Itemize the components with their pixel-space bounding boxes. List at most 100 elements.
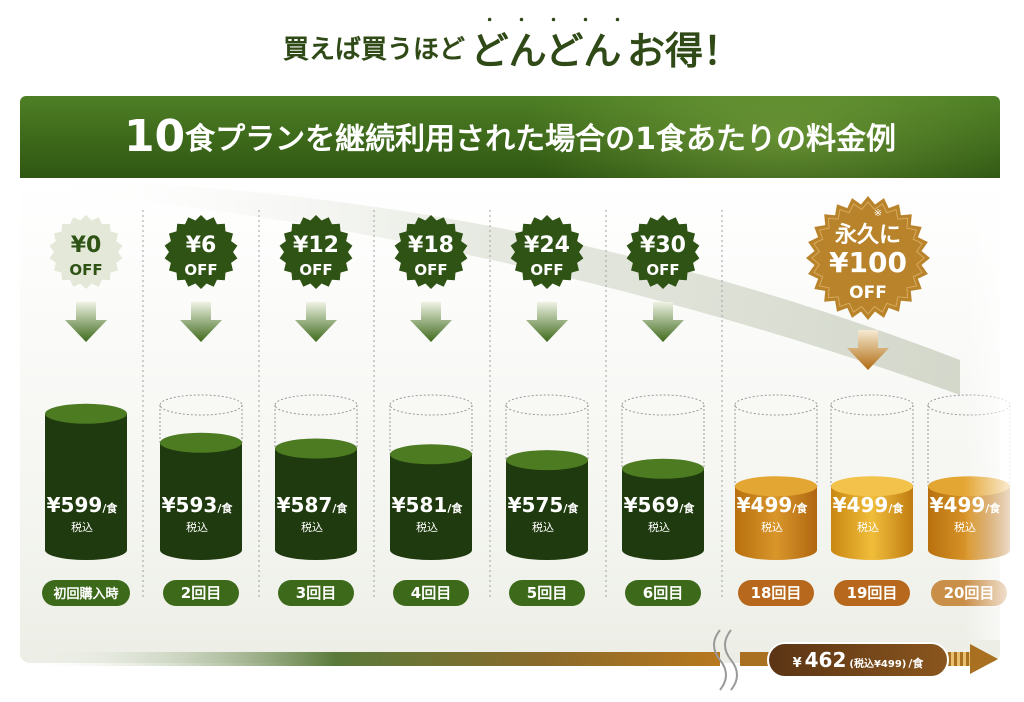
price-value: ¥575 — [508, 493, 564, 517]
cylinder-body — [831, 486, 913, 560]
visit-label: 6回目 — [643, 584, 683, 602]
price-label: ¥593/食 — [162, 493, 234, 517]
discount-badge — [164, 215, 238, 289]
cylinder-fill-level — [160, 432, 242, 453]
visit-pill — [393, 580, 469, 606]
final-unit: /食 — [908, 656, 924, 670]
bar-arrowhead — [970, 644, 998, 674]
right-fade — [964, 180, 1024, 640]
visit-label: 18回目 — [751, 584, 802, 602]
discount-badge — [49, 215, 123, 289]
final-price-pill — [767, 642, 949, 678]
permanent-badge-inner — [811, 201, 925, 315]
down-arrow — [180, 302, 222, 342]
cylinder-rim — [505, 394, 589, 416]
cylinder-rim — [830, 394, 914, 416]
visit-pill — [625, 580, 701, 606]
tier-column: ¥18 OFF ¥581/食税込 4回目 — [389, 215, 473, 606]
headline-part2: どんどん — [470, 29, 622, 73]
down-arrow — [410, 302, 452, 342]
break-mark — [713, 629, 727, 691]
cylinder-fill-level — [735, 476, 817, 497]
tier-column: ¥499/食税込 18回目 — [734, 394, 818, 606]
down-arrow — [642, 302, 684, 342]
headline: 買えば買うほど ・・・・・ どんどん お得！ — [0, 13, 1024, 75]
price-unit: /食 — [888, 501, 904, 515]
cylinder-body — [390, 454, 472, 560]
emphasis-dots: ・・・・・ — [482, 13, 643, 29]
cylinder-fill-level — [622, 458, 704, 479]
cylinder-fill-level — [506, 450, 588, 471]
visit-label: 初回購入時 — [53, 586, 118, 602]
visit-pill — [834, 580, 910, 606]
discount-amount: ¥0 — [71, 233, 102, 258]
visit-pill — [42, 580, 130, 606]
discount-off: OFF — [184, 261, 217, 279]
discount-off: OFF — [299, 261, 332, 279]
cylinder-rim — [274, 394, 358, 416]
final-price: ¥462 (税込¥499)/食 — [793, 648, 925, 672]
tax-label: 税込 — [648, 520, 670, 534]
visit-pill — [509, 580, 585, 606]
bar-stripe — [957, 652, 960, 666]
cylinder-body — [275, 448, 357, 560]
discount-amount: ¥12 — [293, 233, 339, 258]
discount-amount: ¥24 — [524, 233, 570, 258]
tier-column: ¥499/食税込 19回目 — [830, 394, 914, 606]
discount-amount: ¥18 — [408, 233, 454, 258]
down-arrow — [295, 302, 337, 342]
discount-badge — [279, 215, 353, 289]
tier-column: ¥24 OFF ¥575/食税込 5回目 — [505, 215, 589, 606]
bar-stripe — [963, 652, 966, 666]
tax-label: 税込 — [186, 520, 208, 534]
cylinder-body — [160, 442, 242, 560]
down-arrow — [65, 302, 107, 342]
price-unit: /食 — [679, 501, 695, 515]
discount-off: OFF — [414, 261, 447, 279]
headline-part1: 買えば買うほど — [282, 35, 465, 65]
tier-column: ¥30 OFF ¥569/食税込 6回目 — [621, 215, 705, 606]
price-value: ¥499 — [737, 493, 793, 517]
bar-stripe — [951, 652, 954, 666]
price-label: ¥575/食 — [508, 493, 580, 517]
plan-banner: 10食プランを継続利用された場合の1食あたりの料金例 — [20, 96, 1000, 178]
visit-pill — [278, 580, 354, 606]
cylinder-rim — [621, 394, 705, 416]
discount-badge — [510, 215, 584, 289]
price-unit: /食 — [563, 501, 579, 515]
tax-label: 税込 — [71, 520, 93, 534]
discount-off: OFF — [69, 261, 102, 279]
price-value: ¥499 — [833, 493, 889, 517]
permanent-badge — [806, 196, 930, 320]
price-unit: /食 — [332, 501, 348, 515]
visit-label: 19回目 — [847, 584, 898, 602]
tax-label: 税込 — [857, 520, 879, 534]
visit-label: 4回目 — [411, 584, 451, 602]
visit-pill — [738, 580, 814, 606]
discount-badge — [394, 215, 468, 289]
progress-bar — [20, 652, 720, 666]
tax-label: 税込 — [301, 520, 323, 534]
headline-part3: お得！ — [627, 29, 742, 73]
permanent-price: ¥100 — [829, 246, 907, 279]
headline-emphasis: ・・・・・ どんどん — [470, 13, 625, 75]
price-value: ¥599 — [47, 493, 103, 517]
discount-amount: ¥30 — [640, 233, 686, 258]
cylinder-fill-level — [390, 444, 472, 465]
cylinder-fill-level — [831, 476, 913, 497]
discount-amount: ¥6 — [186, 233, 217, 258]
final-value: 462 — [805, 648, 847, 672]
price-value: ¥593 — [162, 493, 218, 517]
price-unit: /食 — [447, 501, 463, 515]
tax-label: 税込 — [416, 520, 438, 534]
price-label: ¥569/食 — [624, 493, 696, 517]
final-yen: ¥ — [793, 656, 802, 671]
visit-pill — [163, 580, 239, 606]
discount-off: OFF — [530, 261, 563, 279]
down-arrow — [847, 330, 889, 370]
cylinder-fill-level — [45, 403, 127, 424]
discount-badge — [626, 215, 700, 289]
price-label: ¥599/食 — [47, 493, 119, 517]
